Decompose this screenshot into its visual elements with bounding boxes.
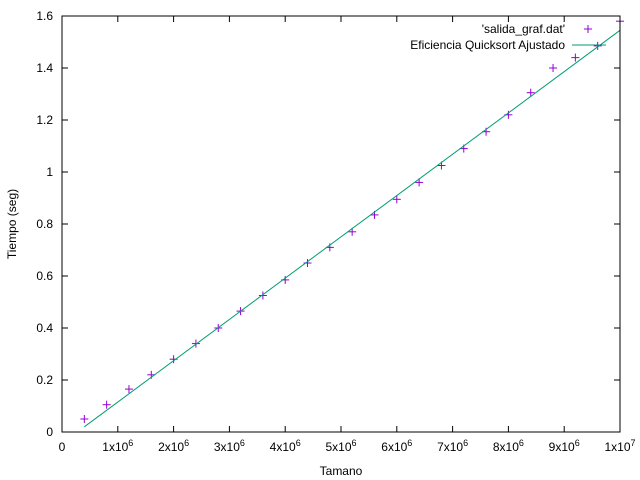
y-tick-label: 1.6 (36, 9, 53, 23)
x-tick-label: 6x106 (381, 438, 412, 454)
x-axis-label: Tamano (320, 464, 363, 478)
data-point (102, 400, 111, 409)
x-tick-label: 0 (59, 440, 66, 454)
x-tick-label: 3x106 (214, 438, 245, 454)
x-tick-label: 5x106 (325, 438, 356, 454)
x-tick-label: 1x106 (102, 438, 133, 454)
data-point (549, 64, 558, 72)
x-tick-label: 9x106 (549, 438, 580, 454)
y-tick-label: 0.8 (36, 217, 53, 231)
legend: 'salida_graf.dat' Eficiencia Quicksort Aj… (410, 22, 606, 52)
tick-marks (61, 15, 621, 433)
fit-line (84, 29, 621, 428)
data-point (303, 259, 312, 267)
y-tick-label: 0.6 (36, 269, 53, 283)
plot-frame (61, 15, 621, 433)
y-tick-label: 1.2 (36, 113, 53, 127)
y-tick-label: 1.4 (36, 61, 53, 75)
data-point (415, 178, 424, 187)
x-tick-label: 2x106 (158, 438, 189, 454)
y-tick-label: 1 (46, 165, 53, 179)
data-point (80, 415, 89, 423)
data-point (124, 385, 133, 394)
y-tick-label: 0.2 (36, 373, 53, 387)
legend-marker-sample (584, 25, 592, 33)
y-axis-label: Tiempo (seg) (5, 189, 19, 259)
data-point (258, 291, 267, 300)
y-tick-label: 0 (46, 425, 53, 439)
data-point (593, 41, 602, 50)
legend-entry-label: 'salida_graf.dat' (482, 22, 565, 36)
y-tick-label: 0.4 (36, 321, 53, 335)
x-tick-label: 7x106 (437, 438, 468, 454)
data-point (526, 88, 535, 97)
series-layer (80, 17, 624, 428)
x-tick-label: 4x106 (270, 438, 301, 454)
y-tick-labels: 0 0.2 0.4 0.6 0.8 1 1.2 1.4 1.6 (36, 9, 53, 439)
x-tick-label: 8x106 (493, 438, 524, 454)
data-point (571, 53, 580, 62)
legend-entry-label: Eficiencia Quicksort Ajustado (410, 38, 565, 52)
data-point (392, 195, 401, 204)
x-tick-labels: 0 1x106 2x106 3x106 4x106 5x106 6x106 7x106 8x10… (59, 438, 636, 454)
x-tick-label: 1x107 (604, 438, 635, 454)
